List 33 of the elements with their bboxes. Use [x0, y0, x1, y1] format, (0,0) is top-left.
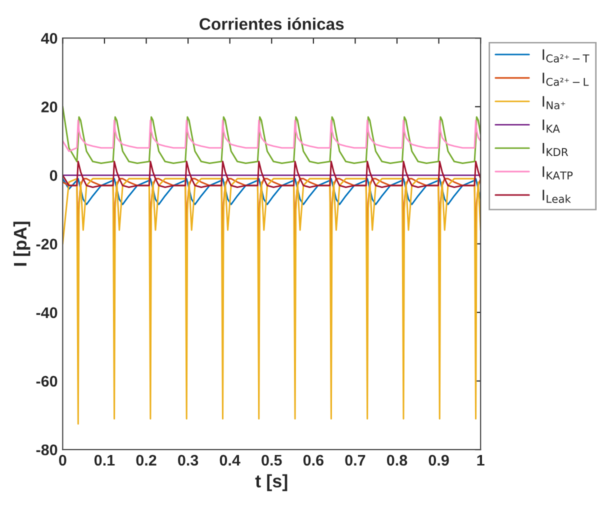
- legend-label: I$_{Ca²⁺−T}$: [542, 49, 590, 62]
- line-series: [62, 106, 481, 164]
- legend-label: I$_{KDR}$: [542, 142, 568, 156]
- x-tick-label: 0.5: [262, 454, 282, 466]
- legend-label: I$_{KATP}$: [542, 166, 573, 180]
- legend-label: I$_{Na⁺}$: [542, 96, 566, 110]
- line-series: [62, 160, 481, 188]
- line-series: [62, 178, 481, 425]
- y-tick-label: 40: [41, 32, 58, 44]
- legend-label: I$_{KA}$: [542, 120, 560, 133]
- x-axis-title: t [s]: [255, 474, 288, 492]
- x-tick-label: 0.4: [220, 454, 240, 466]
- x-tick-label: 0.6: [303, 454, 324, 466]
- x-tick-label: 0.7: [345, 454, 366, 466]
- line-series: [62, 178, 481, 206]
- line-series: [62, 120, 481, 152]
- y-tick-label: 0: [50, 170, 58, 181]
- y-tick-label: -80: [36, 444, 58, 456]
- y-tick-label: -40: [36, 307, 58, 318]
- x-tick-label: 0.3: [178, 454, 198, 466]
- x-tick-label: 0.9: [428, 454, 449, 466]
- x-tick-label: 1: [477, 455, 484, 466]
- y-axis-title: I [pA]: [13, 222, 30, 266]
- y-tick-label: -20: [36, 238, 58, 250]
- x-tick-label: 0: [59, 454, 66, 466]
- y-tick-label: -60: [36, 376, 58, 387]
- x-tick-label: 0.1: [94, 454, 115, 466]
- y-tick-label: 20: [41, 102, 58, 112]
- x-tick-label: 0.8: [386, 454, 408, 466]
- legend-label: I$_{Ca²⁺−L}$: [542, 72, 589, 86]
- legend-label: I$_{Leak}$: [542, 190, 571, 203]
- chart-title: Corrientes iónicas: [200, 18, 344, 30]
- x-tick-label: 0.2: [136, 454, 156, 466]
